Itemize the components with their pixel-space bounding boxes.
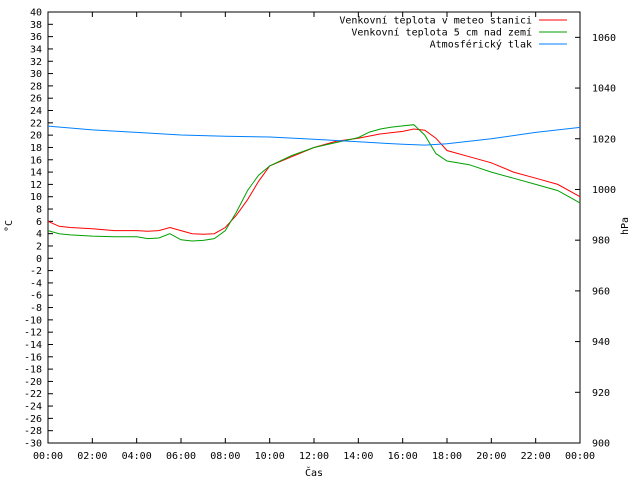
- y2-tick-label: 920: [592, 388, 610, 399]
- y-tick-label: -20: [24, 377, 42, 388]
- y-tick-label: -26: [24, 414, 42, 425]
- y-tick-label: 40: [30, 8, 42, 19]
- x-tick-label: 02:00: [77, 451, 107, 462]
- x-tick-label: 12:00: [299, 451, 329, 462]
- y2-tick-label: 960: [592, 286, 610, 297]
- y-tick-label: -14: [24, 340, 42, 351]
- x-tick-label: 20:00: [476, 451, 506, 462]
- x-tick-label: 00:00: [565, 451, 595, 462]
- y-axis-title: °C: [4, 220, 15, 232]
- y-tick-label: 18: [30, 143, 42, 154]
- legend-label-1: Venkovní teplota 5 cm nad zemí: [351, 27, 532, 39]
- y2-tick-label: 1000: [592, 185, 616, 196]
- x-axis: 00:00 02:00 04:00 06:00 08:00 10:00 12:00 14:00…: [33, 12, 595, 462]
- y-tick-label: -12: [24, 328, 42, 339]
- y-tick-label: 36: [30, 32, 42, 43]
- y-tick-label: -4: [30, 278, 42, 289]
- plot-frame: [47, 11, 581, 444]
- y-tick-label: 26: [30, 94, 42, 105]
- legend-label-0: Venkovní teplota v meteo stanici: [339, 15, 532, 27]
- y-tick-label: 14: [30, 168, 42, 179]
- y-tick-label: 38: [30, 20, 42, 31]
- x-tick-label: 22:00: [521, 451, 551, 462]
- y-tick-label: 2: [36, 241, 42, 252]
- y-tick-label: 20: [30, 131, 42, 142]
- plot-border: [47, 11, 581, 444]
- y-tick-label: 0: [36, 254, 42, 265]
- series-line-1: [47, 124, 581, 242]
- y2-axis-title: hPa: [620, 217, 631, 235]
- y-tick-label: -24: [24, 402, 42, 413]
- y-tick-label: -30: [24, 439, 42, 450]
- legend: Venkovní teplota v meteo staniciVenkovní…: [339, 15, 567, 51]
- legend-label-2: Atmosférický tlak: [430, 39, 532, 51]
- y-tick-label: 12: [30, 180, 42, 191]
- y2-tick-label: 900: [592, 439, 610, 450]
- y-tick-label: 10: [30, 192, 42, 203]
- y-axis-right: 1060 1040 1020 1000 980 960 940 920 900: [575, 33, 616, 450]
- y-tick-label: 28: [30, 81, 42, 92]
- x-tick-label: 08:00: [210, 451, 240, 462]
- y-tick-label: -2: [30, 266, 42, 277]
- y-tick-label: -8: [30, 303, 42, 314]
- y2-tick-label: 980: [592, 236, 610, 247]
- y-tick-label: -22: [24, 389, 42, 400]
- x-tick-label: 00:00: [33, 451, 63, 462]
- x-axis-title: Čas: [305, 466, 323, 479]
- y-tick-label: -6: [30, 291, 42, 302]
- y-axis-left: 4038363432302826242220181614121086420-2-…: [24, 8, 53, 450]
- x-tick-label: 10:00: [255, 451, 285, 462]
- y-tick-label: 6: [36, 217, 42, 228]
- x-tick-label: 06:00: [166, 451, 196, 462]
- y-tick-label: 30: [30, 69, 42, 80]
- y-tick-label: -28: [24, 426, 42, 437]
- y2-tick-label: 1060: [592, 33, 616, 44]
- y2-tick-label: 940: [592, 337, 610, 348]
- y-tick-label: 34: [30, 44, 42, 55]
- x-tick-label: 18:00: [432, 451, 462, 462]
- y2-tick-label: 1020: [592, 134, 616, 145]
- x-tick-label: 14:00: [343, 451, 373, 462]
- y-tick-label: -16: [24, 352, 42, 363]
- x-tick-label: 04:00: [122, 451, 152, 462]
- x-tick-label: 16:00: [388, 451, 418, 462]
- y-tick-label: 16: [30, 155, 42, 166]
- series-line-2: [47, 125, 581, 146]
- y-tick-label: 4: [36, 229, 42, 240]
- y-tick-label: 8: [36, 205, 42, 216]
- y-tick-label: 22: [30, 118, 42, 129]
- y2-tick-label: 1040: [592, 84, 616, 95]
- y-tick-label: 24: [30, 106, 42, 117]
- y-tick-label: -10: [24, 315, 42, 326]
- series-line-0: [47, 128, 581, 235]
- y-tick-label: 32: [30, 57, 42, 68]
- series-group: [47, 124, 581, 242]
- y-tick-label: -18: [24, 365, 42, 376]
